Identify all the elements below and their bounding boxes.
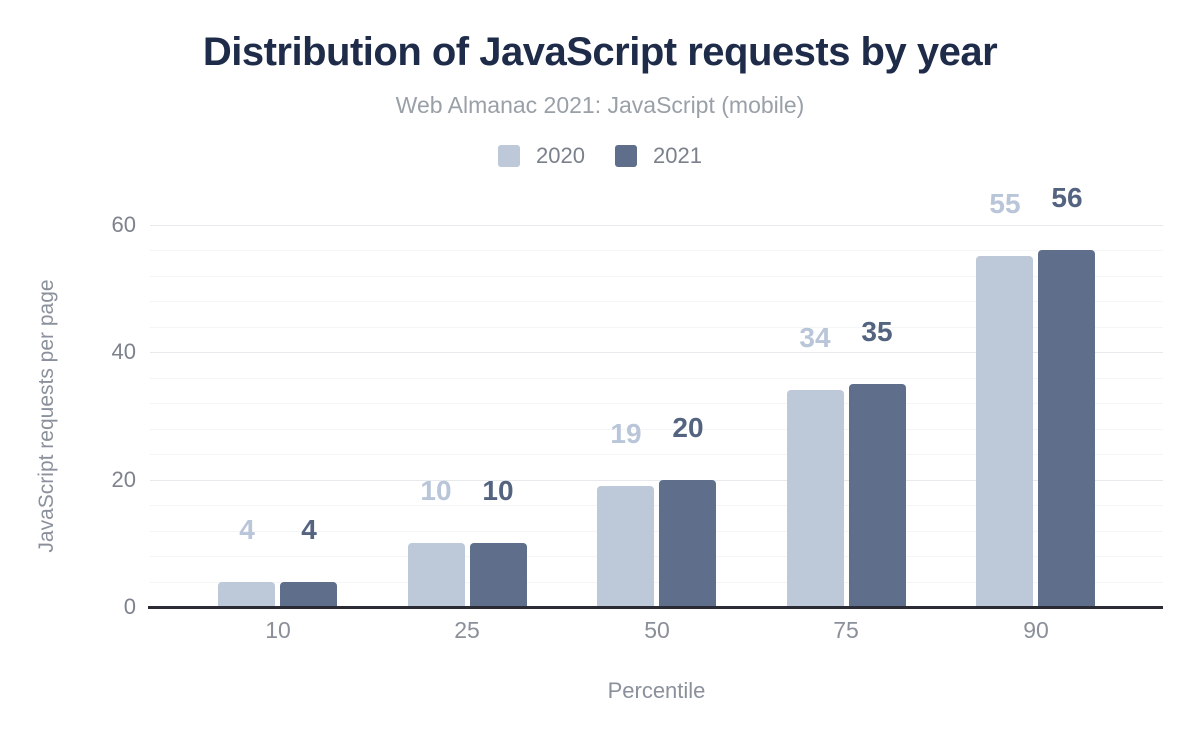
bar-2021-p75[interactable] xyxy=(849,384,906,607)
legend-item-2020: 2020 xyxy=(498,143,585,169)
legend-swatch-2021 xyxy=(615,145,637,167)
bar-value-label-2021-p90: 56 xyxy=(1051,182,1083,213)
bar-2020-p50[interactable] xyxy=(597,486,654,607)
bar-2021-p90[interactable] xyxy=(1038,250,1095,607)
gridline-minor-56 xyxy=(150,250,1163,251)
bar-2020-p75[interactable] xyxy=(787,390,844,607)
y-tick-label-20: 20 xyxy=(111,467,136,492)
bar-value-label-2021-p50: 20 xyxy=(672,412,704,443)
legend-label-2021: 2021 xyxy=(653,143,702,168)
bar-value-label-2020-p25: 10 xyxy=(420,475,452,506)
gridline-major-20 xyxy=(150,480,1163,481)
legend-label-2020: 2020 xyxy=(536,143,585,168)
gridline-minor-44 xyxy=(150,327,1163,328)
bar-2020-p25[interactable] xyxy=(408,543,465,607)
gridline-minor-32 xyxy=(150,403,1163,404)
bar-value-label-2021-p25: 10 xyxy=(482,475,514,506)
bar-2021-p10[interactable] xyxy=(280,582,337,608)
bar-value-label-2020-p50: 19 xyxy=(610,418,642,449)
x-tick-label-10: 10 xyxy=(265,617,291,643)
bar-value-label-2021-p75: 35 xyxy=(861,316,893,347)
gridline-minor-8 xyxy=(150,556,1163,557)
y-tick-label-0: 0 xyxy=(123,594,136,619)
gridline-minor-12 xyxy=(150,531,1163,532)
legend-item-2021: 2021 xyxy=(615,143,702,169)
chart-subtitle: Web Almanac 2021: JavaScript (mobile) xyxy=(395,92,805,118)
legend-swatch-2020 xyxy=(498,145,521,167)
bar-2021-p25[interactable] xyxy=(470,543,527,607)
y-tick-label-60: 60 xyxy=(111,212,136,237)
bar-2020-p90[interactable] xyxy=(976,256,1033,607)
chart-title: Distribution of JavaScript requests by y… xyxy=(202,30,998,74)
gridline-minor-48 xyxy=(150,301,1163,302)
bar-2020-p10[interactable] xyxy=(218,582,275,608)
y-tick-label-40: 40 xyxy=(111,339,136,364)
gridline-minor-52 xyxy=(150,276,1163,277)
x-tick-label-75: 75 xyxy=(833,617,859,643)
gridline-minor-36 xyxy=(150,378,1163,379)
x-axis-title: Percentile xyxy=(607,678,706,703)
gridline-minor-16 xyxy=(150,505,1163,506)
x-axis-baseline xyxy=(148,606,1163,609)
bar-value-label-2021-p10: 4 xyxy=(301,514,317,545)
legend: 2020 2021 xyxy=(0,143,1200,169)
bar-value-label-2020-p10: 4 xyxy=(239,514,255,545)
bar-2021-p50[interactable] xyxy=(659,480,716,608)
gridline-major-40 xyxy=(150,352,1163,353)
gridline-major-60 xyxy=(150,225,1163,226)
gridline-minor-24 xyxy=(150,454,1163,455)
x-tick-label-50: 50 xyxy=(644,617,670,643)
bar-value-label-2020-p75: 34 xyxy=(799,322,831,353)
gridline-minor-4 xyxy=(150,582,1163,583)
bar-value-label-2020-p90: 55 xyxy=(989,188,1021,219)
x-tick-label-90: 90 xyxy=(1023,617,1049,643)
gridline-minor-28 xyxy=(150,429,1163,430)
y-axis-title: JavaScript requests per page xyxy=(35,279,58,553)
x-tick-label-25: 25 xyxy=(454,617,480,643)
